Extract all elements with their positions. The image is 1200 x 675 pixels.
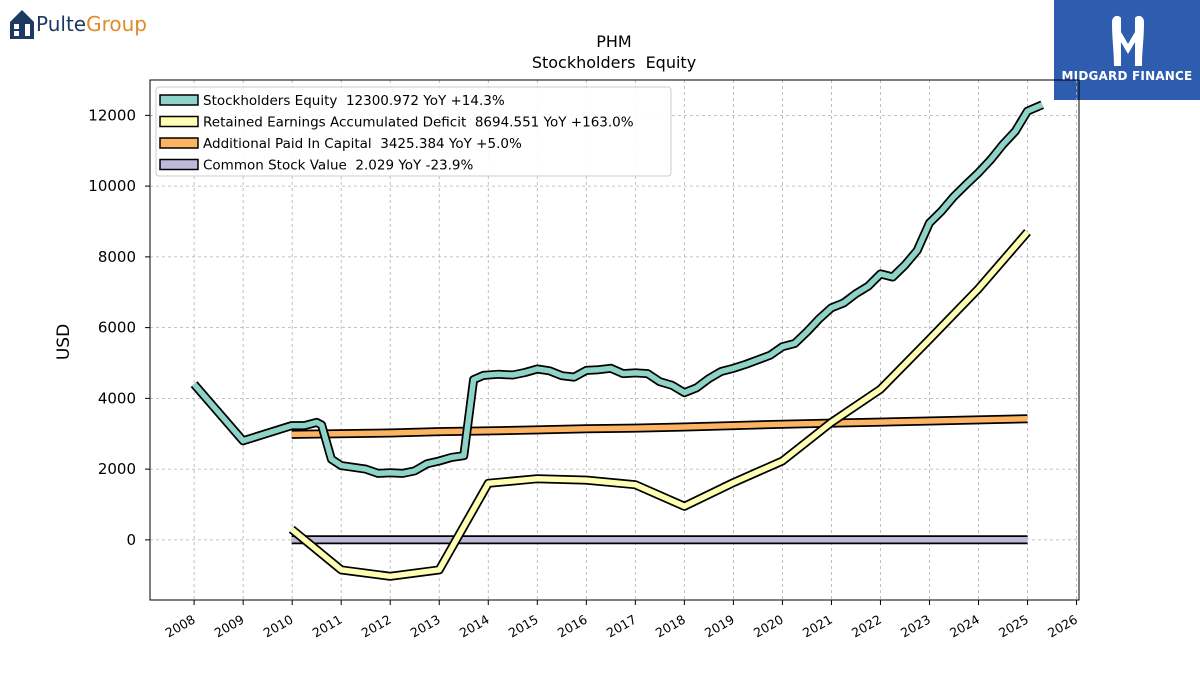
x-tick-label: 2020 [751,612,786,641]
legend-label: Stockholders Equity 12300.972 YoY +14.3% [203,93,505,109]
legend-swatch [159,115,199,128]
x-tick-label: 2024 [947,612,982,641]
y-tick-label: 2000 [98,460,136,478]
x-tick-label: 2013 [408,612,443,641]
y-tick-label: 4000 [98,389,136,407]
series-line [291,415,1028,438]
x-tick-label: 2017 [604,612,639,641]
y-tick-label: 10000 [88,177,136,195]
x-tick-label: 2019 [702,612,737,641]
x-tick-label: 2023 [898,612,933,641]
x-tick-label: 2014 [457,612,492,641]
plot-frame [149,79,1080,601]
badge-text: MIDGARD FINANCE [1061,69,1193,83]
house-icon [10,10,34,39]
y-axis-label: USD [54,324,74,360]
x-tick-label: 2015 [506,612,541,641]
x-tick-label: 2018 [653,612,688,641]
x-tick-label: 2016 [555,612,590,641]
x-tick-label: 2022 [849,612,884,641]
legend-label: Additional Paid In Capital 3425.384 YoY … [203,136,522,152]
midgard-logo-icon [1112,15,1144,66]
y-tick-label: 0 [126,531,136,549]
legend-swatch [159,137,199,149]
legend-label: Common Stock Value 2.029 YoY -23.9% [203,158,474,174]
y-tick-label: 6000 [98,319,136,337]
legend-box [155,86,672,177]
series-line [289,230,1030,580]
brand-name-part1: Pulte [36,12,87,36]
x-tick-label: 2012 [359,612,394,641]
brand-name-part2: Group [86,12,147,36]
y-tick-label: 8000 [98,248,136,266]
legend-swatch [159,94,199,106]
chart-title: PHM [596,32,631,51]
x-tick-label: 2025 [996,612,1031,641]
legend-swatch [159,158,199,171]
chart-subtitle: Stockholders Equity [532,53,696,72]
x-tick-label: 2021 [800,612,835,641]
legend-label: Retained Earnings Accumulated Deficit 86… [203,115,634,131]
x-tick-label: 2026 [1045,612,1080,641]
x-tick-label: 2010 [261,612,296,641]
x-tick-label: 2011 [310,612,345,641]
series-line [192,102,1044,477]
brand-name: PulteGroup [36,12,147,36]
x-tick-label: 2008 [163,612,198,641]
midgard-finance-badge: MIDGARD FINANCE [1054,0,1200,100]
pultegroup-logo: PulteGroup [8,8,147,40]
y-tick-label: 12000 [88,106,136,124]
x-tick-label: 2009 [212,612,247,641]
series-line-outline [288,229,1031,581]
